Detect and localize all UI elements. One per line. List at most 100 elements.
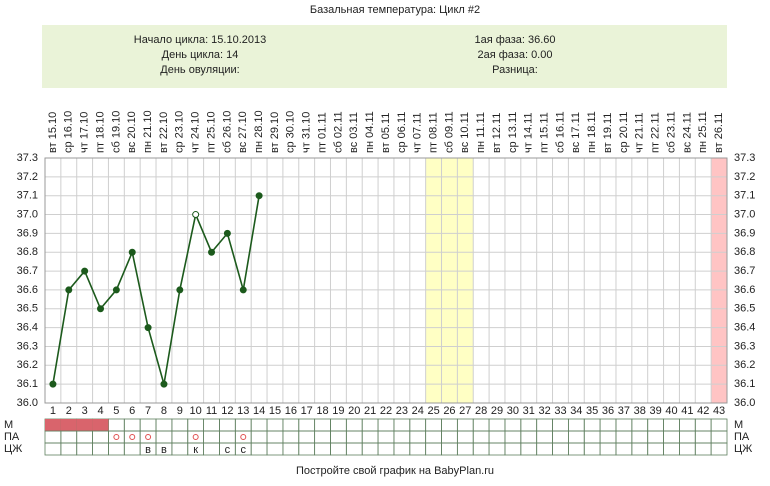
row-cell xyxy=(250,442,268,456)
x-tick-label: 9 xyxy=(177,405,183,417)
x-date-label: ср 30.10 xyxy=(285,111,297,153)
y-tick-label: 36.0 xyxy=(734,397,755,409)
row-cell xyxy=(425,430,442,444)
row-cell xyxy=(377,430,395,444)
x-tick-label: 42 xyxy=(697,405,709,417)
row-cell xyxy=(155,430,173,444)
x-date-label: вт 15.10 xyxy=(47,112,59,153)
row-cell xyxy=(314,442,331,456)
x-tick-label: 22 xyxy=(380,405,392,417)
y-tick-label: 36.6 xyxy=(17,284,38,296)
row-cell xyxy=(60,442,78,456)
y-tick-label: 36.8 xyxy=(734,246,755,258)
y-tick-label: 36.3 xyxy=(17,340,38,352)
point xyxy=(81,267,89,275)
row-letter: к xyxy=(193,444,198,456)
y-tick-label: 37.3 xyxy=(17,152,38,164)
x-date-label: пн 04.11 xyxy=(364,111,376,153)
x-tick-label: 11 xyxy=(206,405,217,417)
row-cell xyxy=(282,442,300,456)
row-label: М xyxy=(734,419,743,431)
row-cell xyxy=(330,418,347,432)
row-label: М xyxy=(4,419,13,431)
y-tick-label: 36.4 xyxy=(17,322,38,334)
x-date-label: вс 24.11 xyxy=(681,112,693,153)
row-cell xyxy=(552,442,569,456)
row-cell xyxy=(345,442,363,456)
y-tick-label: 36.2 xyxy=(17,359,38,371)
point xyxy=(208,248,216,256)
row-cell xyxy=(123,418,141,432)
x-date-label: пт 22.11 xyxy=(650,112,662,153)
x-date-label: пн 11.11 xyxy=(475,112,487,153)
x-date-label: ср 23.10 xyxy=(174,111,186,153)
row-cell xyxy=(631,418,649,432)
info-text: 1ая фаза: 36.60 xyxy=(474,34,555,46)
point xyxy=(65,286,73,294)
x-date-label: пн 28.10 xyxy=(253,110,265,153)
x-tick-label: 24 xyxy=(412,405,424,417)
row-cell xyxy=(377,442,395,456)
x-date-label: пт 01.11 xyxy=(316,112,328,153)
x-date-label: пт 08.11 xyxy=(427,112,439,153)
row-circle xyxy=(240,434,247,440)
y-tick-label: 36.2 xyxy=(734,359,755,371)
x-tick-label: 39 xyxy=(650,405,662,417)
row-cell xyxy=(488,430,506,444)
row-cell xyxy=(409,430,427,444)
row-cell xyxy=(171,430,189,444)
x-date-label: чт 24.10 xyxy=(190,112,202,153)
x-date-label: сб 16.11 xyxy=(554,111,566,153)
row-cell xyxy=(203,442,220,456)
x-date-label: пт 15.11 xyxy=(539,112,551,153)
row-cell xyxy=(409,442,427,456)
row-cell xyxy=(361,418,379,432)
row-cell xyxy=(298,442,316,456)
x-date-label: ср 13.11 xyxy=(507,112,519,153)
row-cell xyxy=(694,418,712,432)
y-tick-label: 36.9 xyxy=(17,227,38,239)
row-cell xyxy=(694,430,712,444)
x-date-label: сб 26.10 xyxy=(221,111,233,153)
row-cell xyxy=(536,430,553,444)
row-cell xyxy=(361,442,379,456)
x-tick-label: 5 xyxy=(113,405,119,417)
x-tick-label: 38 xyxy=(634,405,646,417)
row-cell xyxy=(710,442,728,456)
row-cell xyxy=(488,418,506,432)
point xyxy=(97,305,105,313)
row-cell xyxy=(583,418,601,432)
x-tick-label: 30 xyxy=(507,405,519,417)
x-date-label: сб 09.11 xyxy=(443,111,455,153)
y-tick-label: 36.1 xyxy=(734,378,755,390)
row-cell xyxy=(139,418,157,432)
row-cell xyxy=(472,418,490,432)
plot-border xyxy=(44,157,728,404)
point xyxy=(160,380,168,388)
row-cell xyxy=(631,442,649,456)
x-tick-label: 37 xyxy=(618,405,630,417)
row-cell xyxy=(266,430,284,444)
row-cell xyxy=(679,430,696,444)
row-cell xyxy=(123,442,141,456)
row-cell xyxy=(552,418,569,432)
x-tick-label: 40 xyxy=(665,405,677,417)
row-cell xyxy=(219,430,236,444)
x-tick-label: 15 xyxy=(269,405,281,417)
row-cell xyxy=(583,430,601,444)
row-cell xyxy=(330,442,347,456)
row-cell xyxy=(710,418,728,432)
row-cell xyxy=(234,430,252,444)
row-cell xyxy=(615,442,633,456)
y-tick-label: 37.2 xyxy=(734,171,755,183)
x-tick-label: 20 xyxy=(348,405,360,417)
row-fill xyxy=(76,419,93,431)
info-box xyxy=(42,25,727,88)
row-cell xyxy=(520,442,538,456)
info-text: Разница: xyxy=(492,64,538,76)
x-date-label: сб 23.11 xyxy=(665,111,677,153)
row-cell xyxy=(583,442,601,456)
x-date-label: ср 20.11 xyxy=(618,112,630,153)
row-cell xyxy=(663,430,680,444)
